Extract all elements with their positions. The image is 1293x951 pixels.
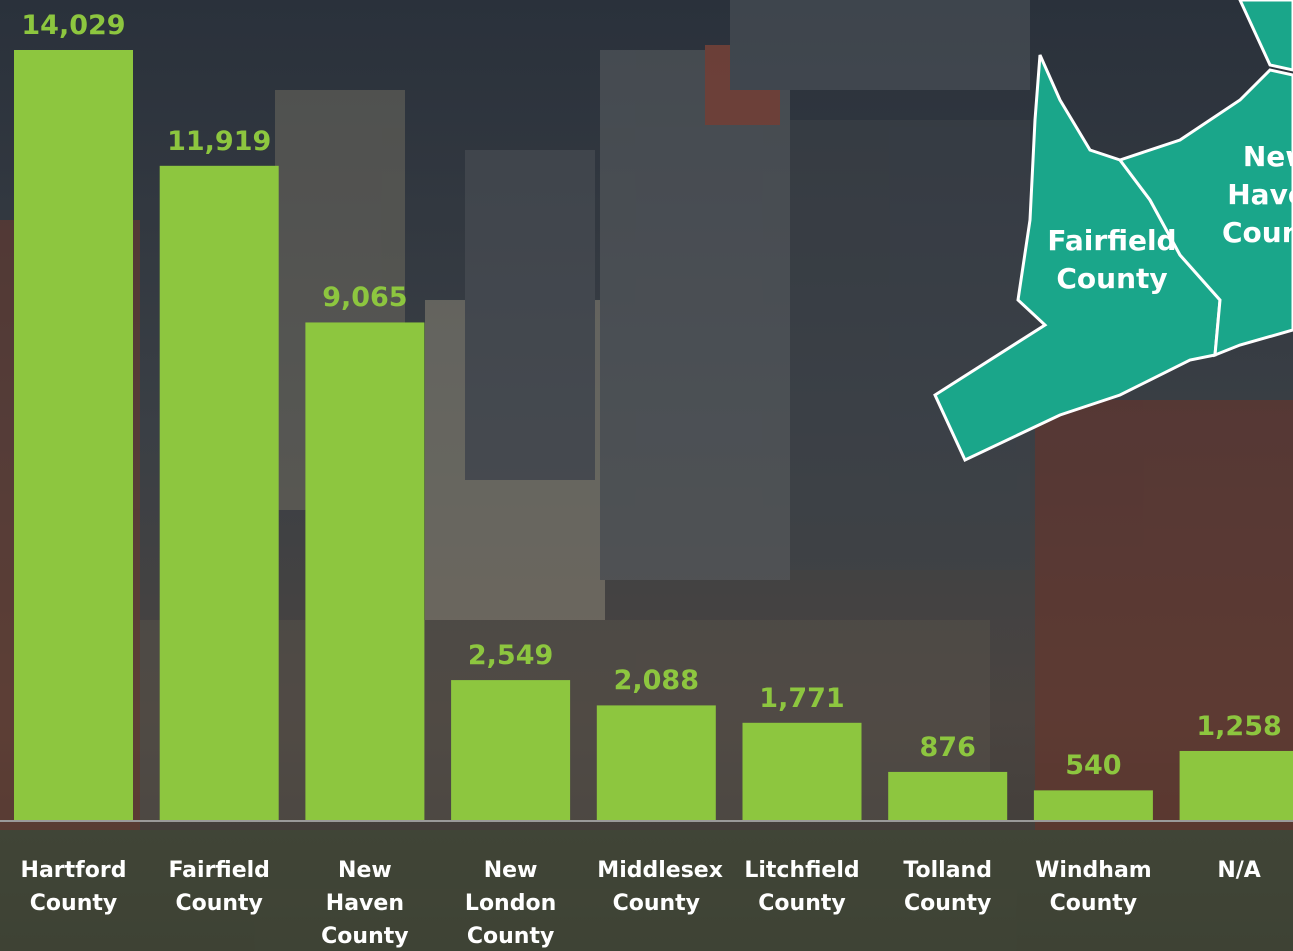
bar (888, 772, 1007, 820)
value-label: 2,549 (436, 637, 586, 675)
value-label: 9,065 (290, 279, 440, 317)
bar (160, 166, 279, 820)
value-label: 11,919 (144, 123, 294, 161)
value-label: 876 (873, 729, 1023, 767)
value-label: 540 (1018, 747, 1168, 785)
value-label: 14,029 (0, 7, 149, 45)
x-tick-label: Litchfield County (743, 854, 861, 920)
map-label: New Haven County (1222, 138, 1293, 252)
bar (305, 322, 424, 820)
value-label: 1,258 (1164, 708, 1293, 746)
x-tick-label: Hartford County (15, 854, 133, 920)
value-label: 1,771 (727, 680, 877, 718)
x-tick-label: Middlesex County (597, 854, 715, 920)
chart: Fairfield County New Haven County 14,029… (0, 0, 1293, 951)
value-label: 2,088 (581, 662, 731, 700)
bar (14, 50, 133, 820)
x-tick-label: Fairfield County (160, 854, 278, 920)
bar (451, 680, 570, 820)
x-tick-label: New London County (452, 854, 570, 951)
map-label: Fairfield County (1032, 222, 1192, 298)
bar (1180, 751, 1293, 820)
x-tick-label: Tolland County (889, 854, 1007, 920)
bar (743, 723, 862, 820)
x-tick-label: Windham County (1034, 854, 1152, 920)
x-tick-label: New Haven County (306, 854, 424, 951)
x-tick-label: N/A (1180, 854, 1293, 887)
bar (597, 705, 716, 820)
bar (1034, 790, 1153, 820)
